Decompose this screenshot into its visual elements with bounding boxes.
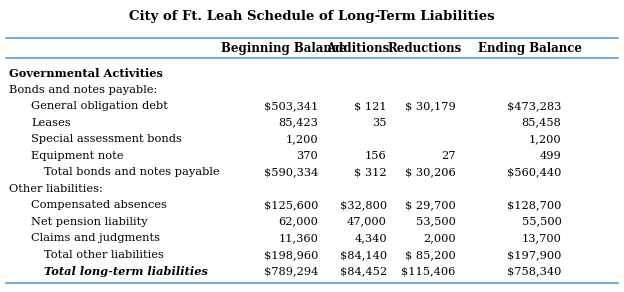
Text: $ 85,200: $ 85,200 — [405, 250, 456, 260]
Text: Net pension liability: Net pension liability — [31, 217, 148, 227]
Text: $84,452: $84,452 — [339, 266, 387, 276]
Text: $32,800: $32,800 — [339, 200, 387, 210]
Text: General obligation debt: General obligation debt — [31, 101, 168, 111]
Text: 27: 27 — [441, 151, 456, 161]
Text: Additions: Additions — [326, 42, 389, 55]
Text: 35: 35 — [373, 118, 387, 128]
Text: $590,334: $590,334 — [264, 167, 318, 177]
Text: $198,960: $198,960 — [264, 250, 318, 260]
Text: Governmental Activities: Governmental Activities — [9, 68, 163, 79]
Text: Beginning Balance: Beginning Balance — [221, 42, 347, 55]
Text: $560,440: $560,440 — [507, 167, 562, 177]
Text: $ 29,700: $ 29,700 — [405, 200, 456, 210]
Text: Claims and judgments: Claims and judgments — [31, 233, 160, 243]
Text: $789,294: $789,294 — [264, 266, 318, 276]
Text: Reductions: Reductions — [388, 42, 461, 55]
Text: $473,283: $473,283 — [507, 101, 562, 111]
Text: $758,340: $758,340 — [507, 266, 562, 276]
Text: $503,341: $503,341 — [264, 101, 318, 111]
Text: Other liabilities:: Other liabilities: — [9, 184, 103, 194]
Text: Special assessment bonds: Special assessment bonds — [31, 134, 182, 144]
Text: 53,500: 53,500 — [416, 217, 456, 227]
Text: 85,458: 85,458 — [522, 118, 562, 128]
Text: 85,423: 85,423 — [278, 118, 318, 128]
Text: 370: 370 — [296, 151, 318, 161]
Text: $197,900: $197,900 — [507, 250, 562, 260]
Text: Total other liabilities: Total other liabilities — [44, 250, 163, 260]
Text: 156: 156 — [365, 151, 387, 161]
Text: 4,340: 4,340 — [354, 233, 387, 243]
Text: 1,200: 1,200 — [529, 134, 562, 144]
Text: Bonds and notes payable:: Bonds and notes payable: — [9, 85, 158, 95]
Text: 62,000: 62,000 — [278, 217, 318, 227]
Text: $128,700: $128,700 — [507, 200, 562, 210]
Text: $ 312: $ 312 — [354, 167, 387, 177]
Text: $ 121: $ 121 — [354, 101, 387, 111]
Text: Compensated absences: Compensated absences — [31, 200, 167, 210]
Text: 55,500: 55,500 — [522, 217, 562, 227]
Text: Total bonds and notes payable: Total bonds and notes payable — [44, 167, 219, 177]
Text: 47,000: 47,000 — [347, 217, 387, 227]
Text: City of Ft. Leah Schedule of Long-Term Liabilities: City of Ft. Leah Schedule of Long-Term L… — [129, 10, 495, 23]
Text: $125,600: $125,600 — [264, 200, 318, 210]
Text: $115,406: $115,406 — [401, 266, 456, 276]
Text: 499: 499 — [540, 151, 562, 161]
Text: $ 30,179: $ 30,179 — [405, 101, 456, 111]
Text: $ 30,206: $ 30,206 — [405, 167, 456, 177]
Text: 13,700: 13,700 — [522, 233, 562, 243]
Text: Ending Balance: Ending Balance — [479, 42, 582, 55]
Text: 2,000: 2,000 — [423, 233, 456, 243]
Text: $84,140: $84,140 — [339, 250, 387, 260]
Text: Equipment note: Equipment note — [31, 151, 124, 161]
Text: 11,360: 11,360 — [278, 233, 318, 243]
Text: 1,200: 1,200 — [286, 134, 318, 144]
Text: Leases: Leases — [31, 118, 71, 128]
Text: Total long-term liabilities: Total long-term liabilities — [44, 266, 208, 277]
